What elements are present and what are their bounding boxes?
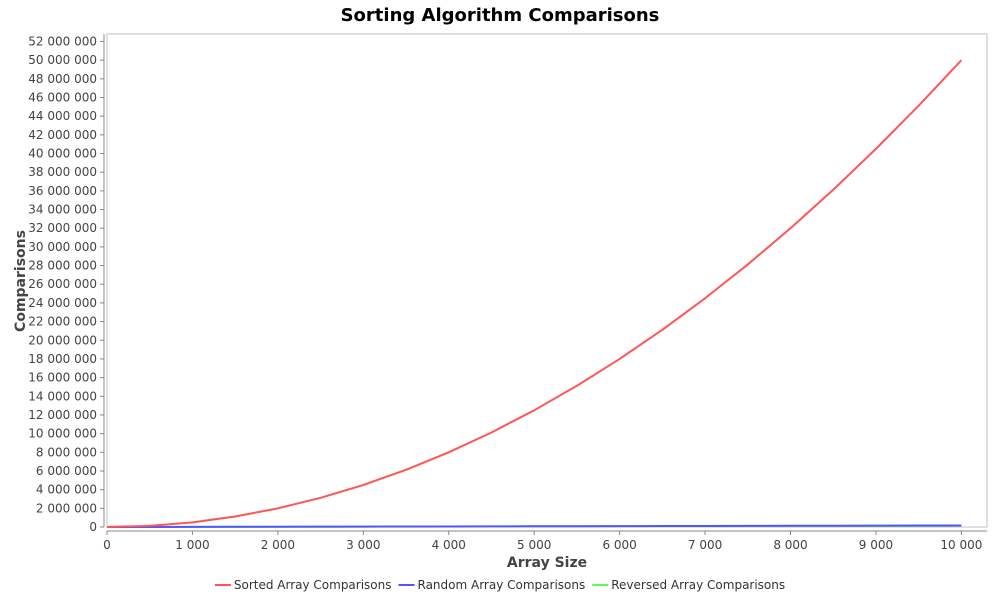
y-tick-label: 30 000 000 [28, 240, 97, 254]
y-tick-label: 24 000 000 [28, 296, 97, 310]
y-tick-label: 18 000 000 [28, 352, 97, 366]
x-tick-label: 2 000 [261, 538, 295, 552]
x-tick-label: 4 000 [432, 538, 466, 552]
y-axis-label: Comparisons [13, 230, 29, 332]
y-tick-label: 10 000 000 [28, 427, 97, 441]
y-tick-label: 22 000 000 [28, 315, 97, 329]
y-tick-label: 4 000 000 [36, 483, 97, 497]
x-tick-label: 10 000 [940, 538, 982, 552]
x-tick-label: 9 000 [859, 538, 893, 552]
y-tick-label: 0 [89, 520, 97, 534]
y-tick-label: 26 000 000 [28, 277, 97, 291]
legend: Sorted Array Comparisons Random Array Com… [214, 578, 785, 592]
x-tick-label: 7 000 [688, 538, 722, 552]
y-tick-label: 36 000 000 [28, 184, 97, 198]
plot-area [106, 33, 988, 528]
x-tick-label: 1 000 [175, 538, 209, 552]
y-tick-label: 32 000 000 [28, 221, 97, 235]
y-ticks: 0 2 000 000 4 000 000 6 000 000 8 000 000 10 … [28, 34, 104, 534]
y-tick-label: 2 000 000 [36, 501, 97, 515]
y-tick-label: 8 000 000 [36, 445, 97, 459]
y-tick-label: 48 000 000 [28, 72, 97, 86]
x-ticks: 0 1 000 2 000 3 000 4 000 5 000 6 000 7 000 8 00… [103, 531, 982, 552]
chart-title: Sorting Algorithm Comparisons [341, 5, 660, 26]
y-tick-label: 42 000 000 [28, 128, 97, 142]
y-tick-label: 14 000 000 [28, 389, 97, 403]
y-tick-label: 12 000 000 [28, 408, 97, 422]
y-tick-label: 38 000 000 [28, 165, 97, 179]
series-line-random-array-comparisons [106, 524, 962, 528]
legend-label-sorted-array-comparisons: Sorted Array Comparisons [234, 578, 392, 592]
x-tick-label: 3 000 [346, 538, 380, 552]
y-tick-label: 44 000 000 [28, 109, 97, 123]
series-lines [106, 59, 963, 528]
y-tick-label: 50 000 000 [28, 53, 97, 67]
x-tick-label: 8 000 [773, 538, 807, 552]
y-tick-label: 6 000 000 [36, 464, 97, 478]
y-tick-label: 46 000 000 [28, 90, 97, 104]
x-tick-label: 5 000 [517, 538, 551, 552]
legend-label-random-array-comparisons: Random Array Comparisons [418, 578, 586, 592]
x-tick-label: 6 000 [602, 538, 636, 552]
y-tick-label: 40 000 000 [28, 147, 97, 161]
x-tick-label: 0 [103, 538, 111, 552]
legend-label-reversed-array-comparisons: Reversed Array Comparisons [611, 578, 785, 592]
y-tick-label: 34 000 000 [28, 203, 97, 217]
y-tick-label: 16 000 000 [28, 371, 97, 385]
y-tick-label: 20 000 000 [28, 333, 97, 347]
y-tick-label: 28 000 000 [28, 259, 97, 273]
y-tick-label: 52 000 000 [28, 34, 97, 48]
series-line-sorted-array-comparisons [106, 59, 963, 528]
x-axis-label: Array Size [507, 555, 587, 571]
